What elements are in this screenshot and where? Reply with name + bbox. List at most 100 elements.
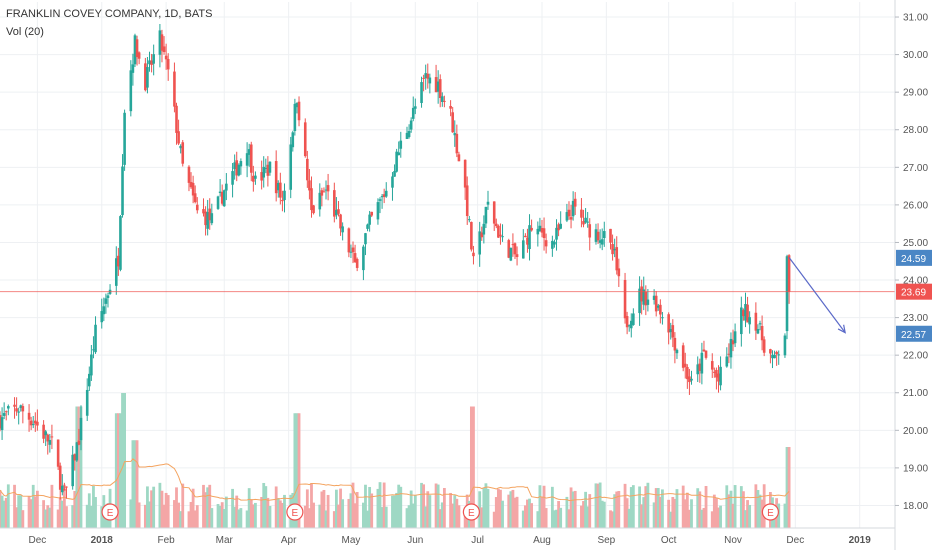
candle-body[interactable] <box>75 442 79 461</box>
candle-body[interactable] <box>773 354 776 359</box>
candle-body[interactable] <box>146 67 149 88</box>
candle-body[interactable] <box>486 201 490 205</box>
candle-body[interactable] <box>399 140 403 149</box>
candle-body[interactable] <box>73 454 77 461</box>
candle-body[interactable] <box>681 345 685 368</box>
candle-body[interactable] <box>349 251 353 253</box>
candle-body[interactable] <box>233 162 236 170</box>
candle-body[interactable] <box>704 350 708 358</box>
candle-body[interactable] <box>756 329 760 334</box>
candle-body[interactable] <box>177 131 180 144</box>
candle-body[interactable] <box>536 228 540 235</box>
candle-body[interactable] <box>393 171 396 177</box>
candle-body[interactable] <box>355 259 359 268</box>
candle-body[interactable] <box>573 198 577 207</box>
candle-body[interactable] <box>436 81 440 92</box>
candle-body[interactable] <box>686 366 689 380</box>
candle-body[interactable] <box>656 305 660 308</box>
candle-body[interactable] <box>690 378 693 381</box>
candle-body[interactable] <box>748 317 751 325</box>
candle-body[interactable] <box>733 331 737 344</box>
candle-body[interactable] <box>526 237 529 245</box>
candle-body[interactable] <box>391 176 394 188</box>
candle-body[interactable] <box>85 389 89 416</box>
candle-body[interactable] <box>312 205 315 214</box>
candle-body[interactable] <box>162 46 166 53</box>
candle-body[interactable] <box>428 77 432 84</box>
candle-body[interactable] <box>696 364 700 375</box>
candle-body[interactable] <box>567 209 571 217</box>
candle-body[interactable] <box>542 228 546 239</box>
earnings-marker[interactable] <box>286 503 304 521</box>
candle-body[interactable] <box>264 168 268 170</box>
candle-body[interactable] <box>515 254 519 258</box>
candle-body[interactable] <box>700 352 704 374</box>
candle-body[interactable] <box>380 196 384 198</box>
candle-body[interactable] <box>114 258 118 286</box>
candle-body[interactable] <box>13 404 16 407</box>
candle-body[interactable] <box>218 191 222 193</box>
candle-body[interactable] <box>661 317 664 319</box>
candle-body[interactable] <box>659 304 662 315</box>
candle-body[interactable] <box>364 233 367 245</box>
candle-body[interactable] <box>29 420 33 426</box>
candle-body[interactable] <box>632 313 635 325</box>
candle-body[interactable] <box>492 201 496 224</box>
candle-body[interactable] <box>521 240 525 259</box>
candle-body[interactable] <box>152 54 155 64</box>
candle-body[interactable] <box>457 154 461 162</box>
candle-body[interactable] <box>104 298 108 304</box>
candle-body[interactable] <box>494 223 498 227</box>
candle-body[interactable] <box>638 288 641 314</box>
candle-body[interactable] <box>449 105 452 109</box>
trend-arrow[interactable] <box>788 257 846 333</box>
candle-body[interactable] <box>2 413 6 416</box>
candle-body[interactable] <box>509 247 513 261</box>
candle-body[interactable] <box>775 351 778 355</box>
candle-body[interactable] <box>102 306 106 315</box>
candle-body[interactable] <box>320 190 324 196</box>
candle-body[interactable] <box>193 193 197 203</box>
candle-body[interactable] <box>92 349 95 351</box>
candle-body[interactable] <box>484 206 488 224</box>
candle-body[interactable] <box>295 102 299 108</box>
candle-body[interactable] <box>544 240 548 247</box>
candle-body[interactable] <box>669 328 673 333</box>
candle-body[interactable] <box>598 240 602 243</box>
candle-body[interactable] <box>468 219 471 221</box>
candle-body[interactable] <box>785 256 789 332</box>
candle-body[interactable] <box>715 369 718 378</box>
candle-body[interactable] <box>713 371 716 373</box>
candle-body[interactable] <box>308 180 311 191</box>
candle-body[interactable] <box>276 182 280 191</box>
candle-body[interactable] <box>414 106 417 109</box>
candle-body[interactable] <box>306 158 309 181</box>
candle-body[interactable] <box>627 325 631 327</box>
candle-body[interactable] <box>119 216 122 270</box>
candle-body[interactable] <box>150 60 153 65</box>
candle-body[interactable] <box>702 349 706 352</box>
candle-body[interactable] <box>87 373 91 387</box>
candle-body[interactable] <box>441 96 444 102</box>
candle-body[interactable] <box>538 225 542 232</box>
candle-body[interactable] <box>19 405 23 409</box>
candle-body[interactable] <box>482 223 486 235</box>
candle-body[interactable] <box>289 144 293 190</box>
candle-body[interactable] <box>617 268 621 277</box>
candle-body[interactable] <box>195 204 199 211</box>
candle-body[interactable] <box>245 153 249 166</box>
candle-body[interactable] <box>769 349 772 354</box>
candle-body[interactable] <box>463 159 467 188</box>
candle-body[interactable] <box>283 190 286 201</box>
candle-body[interactable] <box>555 227 558 240</box>
earnings-marker[interactable] <box>462 503 480 521</box>
candle-body[interactable] <box>133 35 137 65</box>
candle-body[interactable] <box>158 30 162 55</box>
candle-body[interactable] <box>644 291 648 306</box>
candle-body[interactable] <box>746 304 749 323</box>
candlesticks[interactable] <box>0 23 791 500</box>
candle-body[interactable] <box>370 211 374 216</box>
candle-body[interactable] <box>642 289 646 305</box>
